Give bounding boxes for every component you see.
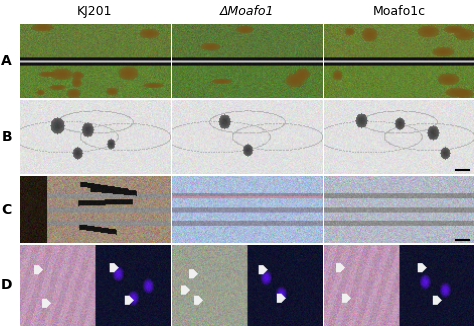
Text: D: D: [1, 278, 12, 292]
Text: ΔMoafo1: ΔMoafo1: [220, 5, 274, 18]
Text: C: C: [1, 202, 12, 216]
Text: A: A: [1, 54, 12, 68]
Text: B: B: [1, 130, 12, 144]
Text: Moafo1c: Moafo1c: [373, 5, 426, 18]
Text: KJ201: KJ201: [77, 5, 113, 18]
